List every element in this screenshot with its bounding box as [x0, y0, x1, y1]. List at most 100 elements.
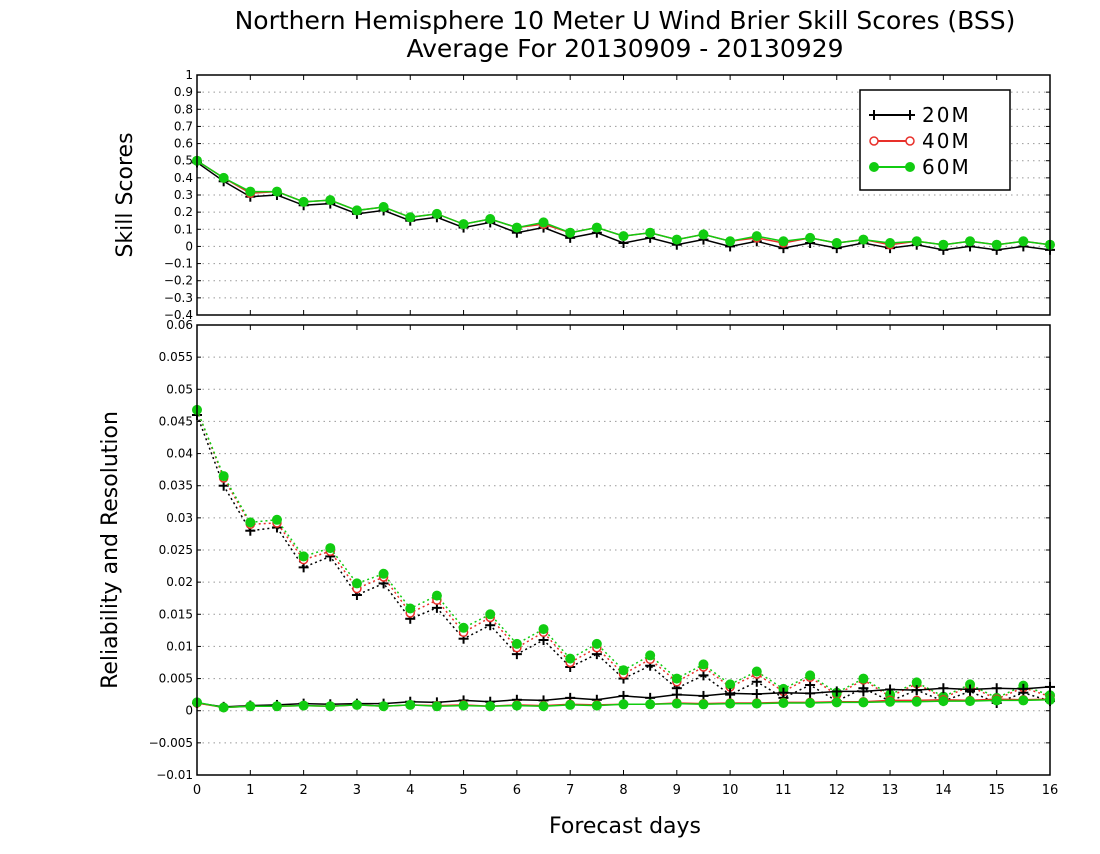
- plot-frame: [196, 74, 1051, 316]
- y-tick-label: 0.02: [166, 575, 193, 589]
- data-point: [591, 222, 602, 233]
- data-point: [538, 701, 549, 712]
- data-point: [725, 679, 736, 690]
- y-tick-label: −0.005: [149, 736, 193, 750]
- y-tick-label: 0.03: [166, 511, 193, 525]
- data-point: [485, 214, 496, 224]
- data-point: [671, 673, 682, 684]
- data-point: [885, 696, 896, 707]
- data-point: [511, 700, 522, 711]
- y-tick-label: 0.9: [174, 85, 193, 99]
- data-point: [431, 590, 442, 601]
- data-point: [858, 234, 869, 245]
- data-point: [245, 701, 256, 712]
- y-tick-label: −0.1: [164, 257, 193, 271]
- y-tick-label: 0.045: [159, 414, 193, 428]
- data-point: [698, 229, 709, 240]
- series-line: [196, 409, 1051, 700]
- data-point: [805, 698, 816, 708]
- y-tick-label: 0.5: [174, 154, 193, 168]
- legend-label: 20M: [922, 103, 971, 127]
- x-tick-label: 2: [299, 783, 307, 798]
- data-point: [751, 698, 762, 709]
- x-tick-label: 3: [353, 783, 361, 798]
- x-tick-label: 5: [459, 783, 467, 798]
- x-tick-label: 8: [619, 783, 627, 798]
- y-tick-label: 0.4: [174, 171, 193, 185]
- y-tick-label: −0.3: [164, 291, 193, 305]
- data-point: [245, 517, 256, 528]
- data-point: [725, 698, 736, 709]
- data-point: [618, 665, 629, 676]
- data-point: [911, 236, 922, 247]
- x-tick-label: 11: [775, 783, 792, 798]
- x-tick-label: 9: [673, 783, 681, 798]
- data-point: [1018, 236, 1029, 247]
- data-point: [565, 227, 576, 238]
- x-tick-label: 12: [828, 783, 845, 798]
- y-tick-label: −0.01: [156, 768, 193, 782]
- y-tick-label: 0.04: [166, 447, 193, 461]
- data-point: [831, 238, 842, 248]
- data-point: [965, 696, 976, 707]
- legend-marker: [869, 162, 879, 172]
- x-tick-label: 0: [193, 783, 201, 798]
- data-point: [645, 650, 656, 661]
- data-point: [565, 699, 576, 710]
- data-point: [245, 186, 256, 197]
- legend-marker: [905, 162, 915, 172]
- data-point: [378, 701, 389, 712]
- data-point: [591, 638, 602, 649]
- data-point: [885, 238, 896, 248]
- legend-label: 40M: [922, 129, 971, 153]
- data-point: [218, 702, 229, 713]
- data-point: [458, 700, 469, 711]
- data-point: [298, 551, 309, 562]
- data-point: [938, 696, 949, 707]
- data-point: [271, 701, 282, 712]
- data-point: [458, 622, 469, 633]
- data-point: [751, 666, 762, 677]
- data-point: [1018, 695, 1029, 706]
- data-point: [351, 578, 362, 589]
- data-point: [325, 195, 336, 206]
- y-tick-label: 0: [185, 704, 193, 718]
- data-point: [965, 679, 976, 690]
- y-tick-label: 0.025: [159, 543, 193, 557]
- reliability-resolution-panel: −0.01 −0.005 0 0.005 0.01 0.015 0.02 0.025 0.03 0…: [98, 318, 1058, 798]
- data-point: [431, 208, 442, 219]
- chart-title-line1: Northern Hemisphere 10 Meter U Wind Brie…: [235, 6, 1016, 35]
- x-tick-label: 15: [988, 783, 1005, 798]
- data-point: [805, 232, 816, 243]
- legend-marker: [869, 136, 879, 146]
- y-tick-label: 0: [185, 239, 193, 253]
- data-point: [431, 701, 442, 712]
- y-axis-title: Skill Scores: [113, 132, 138, 257]
- data-point: [485, 609, 496, 620]
- x-tick-label: 13: [882, 783, 899, 798]
- x-tick-label: 4: [406, 783, 414, 798]
- data-point: [538, 217, 549, 228]
- y-tick-label: −0.2: [164, 274, 193, 288]
- y-tick-label: 0.2: [174, 205, 193, 219]
- data-point: [858, 697, 869, 708]
- y-tick-label: 0.01: [166, 639, 193, 653]
- data-point: [271, 514, 282, 525]
- y-tick-label: 0.055: [159, 350, 193, 364]
- data-point: [325, 543, 336, 554]
- x-tick-label: 14: [935, 783, 952, 798]
- data-point: [538, 624, 549, 635]
- x-axis-title: Forecast days: [549, 814, 701, 839]
- data-point: [298, 196, 309, 207]
- x-tick-label: 10: [722, 783, 739, 798]
- y-tick-label: 0.035: [159, 479, 193, 493]
- data-point: [378, 568, 389, 579]
- data-point: [911, 677, 922, 688]
- data-point: [405, 212, 416, 223]
- data-point: [405, 699, 416, 710]
- y-tick-label: 0.6: [174, 137, 193, 151]
- data-point: [378, 202, 389, 212]
